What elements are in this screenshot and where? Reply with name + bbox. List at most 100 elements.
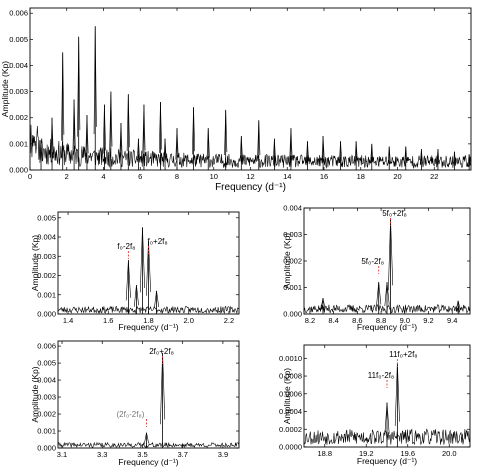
peak-shape <box>354 141 358 163</box>
spectrum-line <box>57 441 240 449</box>
x-tick-label: 9.2 <box>423 316 433 325</box>
zoom-panel-f0: 0.000 0.001 0.002 0.003 0.004 0.005 1.4 1.6 1.8 2… <box>30 211 240 332</box>
peak-shape <box>370 143 374 164</box>
y-axis-label: Amplitude (Kp) <box>282 368 292 424</box>
peak-annotation: 2f₀+2f₈ <box>149 347 174 356</box>
y-tick-label: 0.001 <box>9 139 28 148</box>
y-tick-label: 0.000 <box>37 310 56 319</box>
y-tick-label: 0.006 <box>37 342 56 351</box>
x-tick-label: 19.2 <box>359 449 374 458</box>
x-tick-label: 12 <box>246 172 254 181</box>
peak-shape <box>192 107 196 155</box>
x-tick-label: 10 <box>210 172 218 181</box>
peak-shape <box>384 402 390 436</box>
y-tick-label: 0.002 <box>283 257 302 266</box>
peak-shape <box>77 36 81 137</box>
peak-shape <box>455 300 461 311</box>
peak-shape <box>143 432 149 445</box>
peak-shape <box>133 285 139 307</box>
peak-shape <box>436 149 440 165</box>
peak-annotation: (2f₀-2f₈) <box>116 410 144 419</box>
peak-shape <box>72 99 76 153</box>
y-tick-label: 0.004 <box>37 376 56 385</box>
peak-shape <box>384 282 390 307</box>
x-tick-label: 3.1 <box>57 450 67 459</box>
peak-shape <box>136 138 140 163</box>
y-tick-label: 0.001 <box>283 283 302 292</box>
x-tick-label: 1.8 <box>143 316 153 325</box>
peak-shape <box>387 146 391 165</box>
x-tick-label: 4 <box>101 172 105 181</box>
x-tick-label: 1.6 <box>103 316 113 325</box>
y-axis-label: Amplitude (Kp) <box>0 61 10 117</box>
y-tick-label: 0.005 <box>37 359 56 368</box>
zoom-panel-5f0: 0.000 0.001 0.002 0.003 0.004 8.2 8.4 8.6 8.8 9.0… <box>282 204 471 332</box>
peak-shape <box>239 136 243 162</box>
y-tick-label: 0.002 <box>37 410 56 419</box>
peak-annotation: 11f₀+2f₈ <box>389 350 418 359</box>
peak-shape <box>146 240 151 296</box>
x-tick-label: 22 <box>430 172 438 181</box>
y-tick-label: 0.003 <box>37 252 56 261</box>
peak-shape <box>154 290 160 309</box>
x-axis-label: Frequency (d⁻¹) <box>357 322 417 332</box>
x-tick-label: 14 <box>283 172 291 181</box>
x-tick-label: 6 <box>138 172 142 181</box>
x-tick-label: 18 <box>357 172 365 181</box>
peak-shape <box>139 227 145 293</box>
y-tick-label: 0.003 <box>37 393 56 402</box>
x-tick-label: 3.5 <box>137 450 147 459</box>
peak-annotation: f₀+2f₈ <box>148 237 168 246</box>
y-tick-label: 0.001 <box>37 290 56 299</box>
peak-shape <box>175 128 179 160</box>
peak-shape <box>119 122 123 159</box>
peak-shape <box>272 138 276 163</box>
y-tick-label: 0.006 <box>9 9 28 18</box>
peak-shape <box>61 52 65 141</box>
x-tick-label: 9.0 <box>400 316 410 325</box>
x-tick-label: 8.2 <box>305 316 315 325</box>
peak-shape <box>289 128 293 160</box>
y-tick-label: 0.0004 <box>279 407 302 416</box>
x-tick-label: 2.0 <box>184 316 194 325</box>
peak-annotation: f₀-2f₈ <box>117 242 135 251</box>
y-tick-label: 0.000 <box>283 310 302 319</box>
peak-shape <box>419 149 423 165</box>
y-tick-label: 0.002 <box>37 271 56 280</box>
peak-shape <box>467 154 471 167</box>
x-tick-label: 20 <box>393 172 401 181</box>
y-axis-label: Amplitude (Kp) <box>30 235 40 291</box>
peak-shape <box>93 26 97 135</box>
peak-shape <box>320 298 326 311</box>
y-tick-label: 0.0010 <box>279 354 302 363</box>
peak-shape <box>50 117 54 157</box>
y-tick-label: 0.000 <box>37 444 56 453</box>
peak-shape <box>321 136 325 162</box>
y-tick-label: 0.004 <box>37 233 56 242</box>
peak-shape <box>305 141 309 163</box>
x-tick-label: 0 <box>28 172 32 181</box>
peak-shape <box>163 138 167 163</box>
x-tick-label: 8.6 <box>352 316 362 325</box>
spectrum-line <box>29 124 472 170</box>
peak-annotation: 11f₀-2f₈ <box>368 371 395 380</box>
zoom-panel-11f0: 0.0000 0.0002 0.0004 0.0006 0.0008 0.0010 18.8… <box>279 344 471 466</box>
peak-shape <box>224 109 228 155</box>
y-tick-label: 0.004 <box>283 204 302 213</box>
peak-shape <box>257 120 261 158</box>
peak-annotation: 5f₀-2f₈ <box>361 257 384 266</box>
peak-shape <box>160 352 166 425</box>
x-tick-label: 18.8 <box>317 449 332 458</box>
x-tick-label: 3.9 <box>218 450 228 459</box>
x-tick-label: 3.7 <box>177 450 187 459</box>
y-axis-label: Amplitude (Kp) <box>282 233 292 289</box>
y-tick-label: 0.000 <box>9 166 28 175</box>
y-axis-label: Amplitude (Kp) <box>30 366 40 422</box>
y-tick-label: 0.005 <box>37 213 56 222</box>
x-tick-label: 2 <box>65 172 69 181</box>
plot-frame <box>57 340 240 449</box>
y-tick-label: 0.004 <box>9 61 28 70</box>
x-tick-label: 8.8 <box>376 316 386 325</box>
peak-shape <box>142 104 146 154</box>
